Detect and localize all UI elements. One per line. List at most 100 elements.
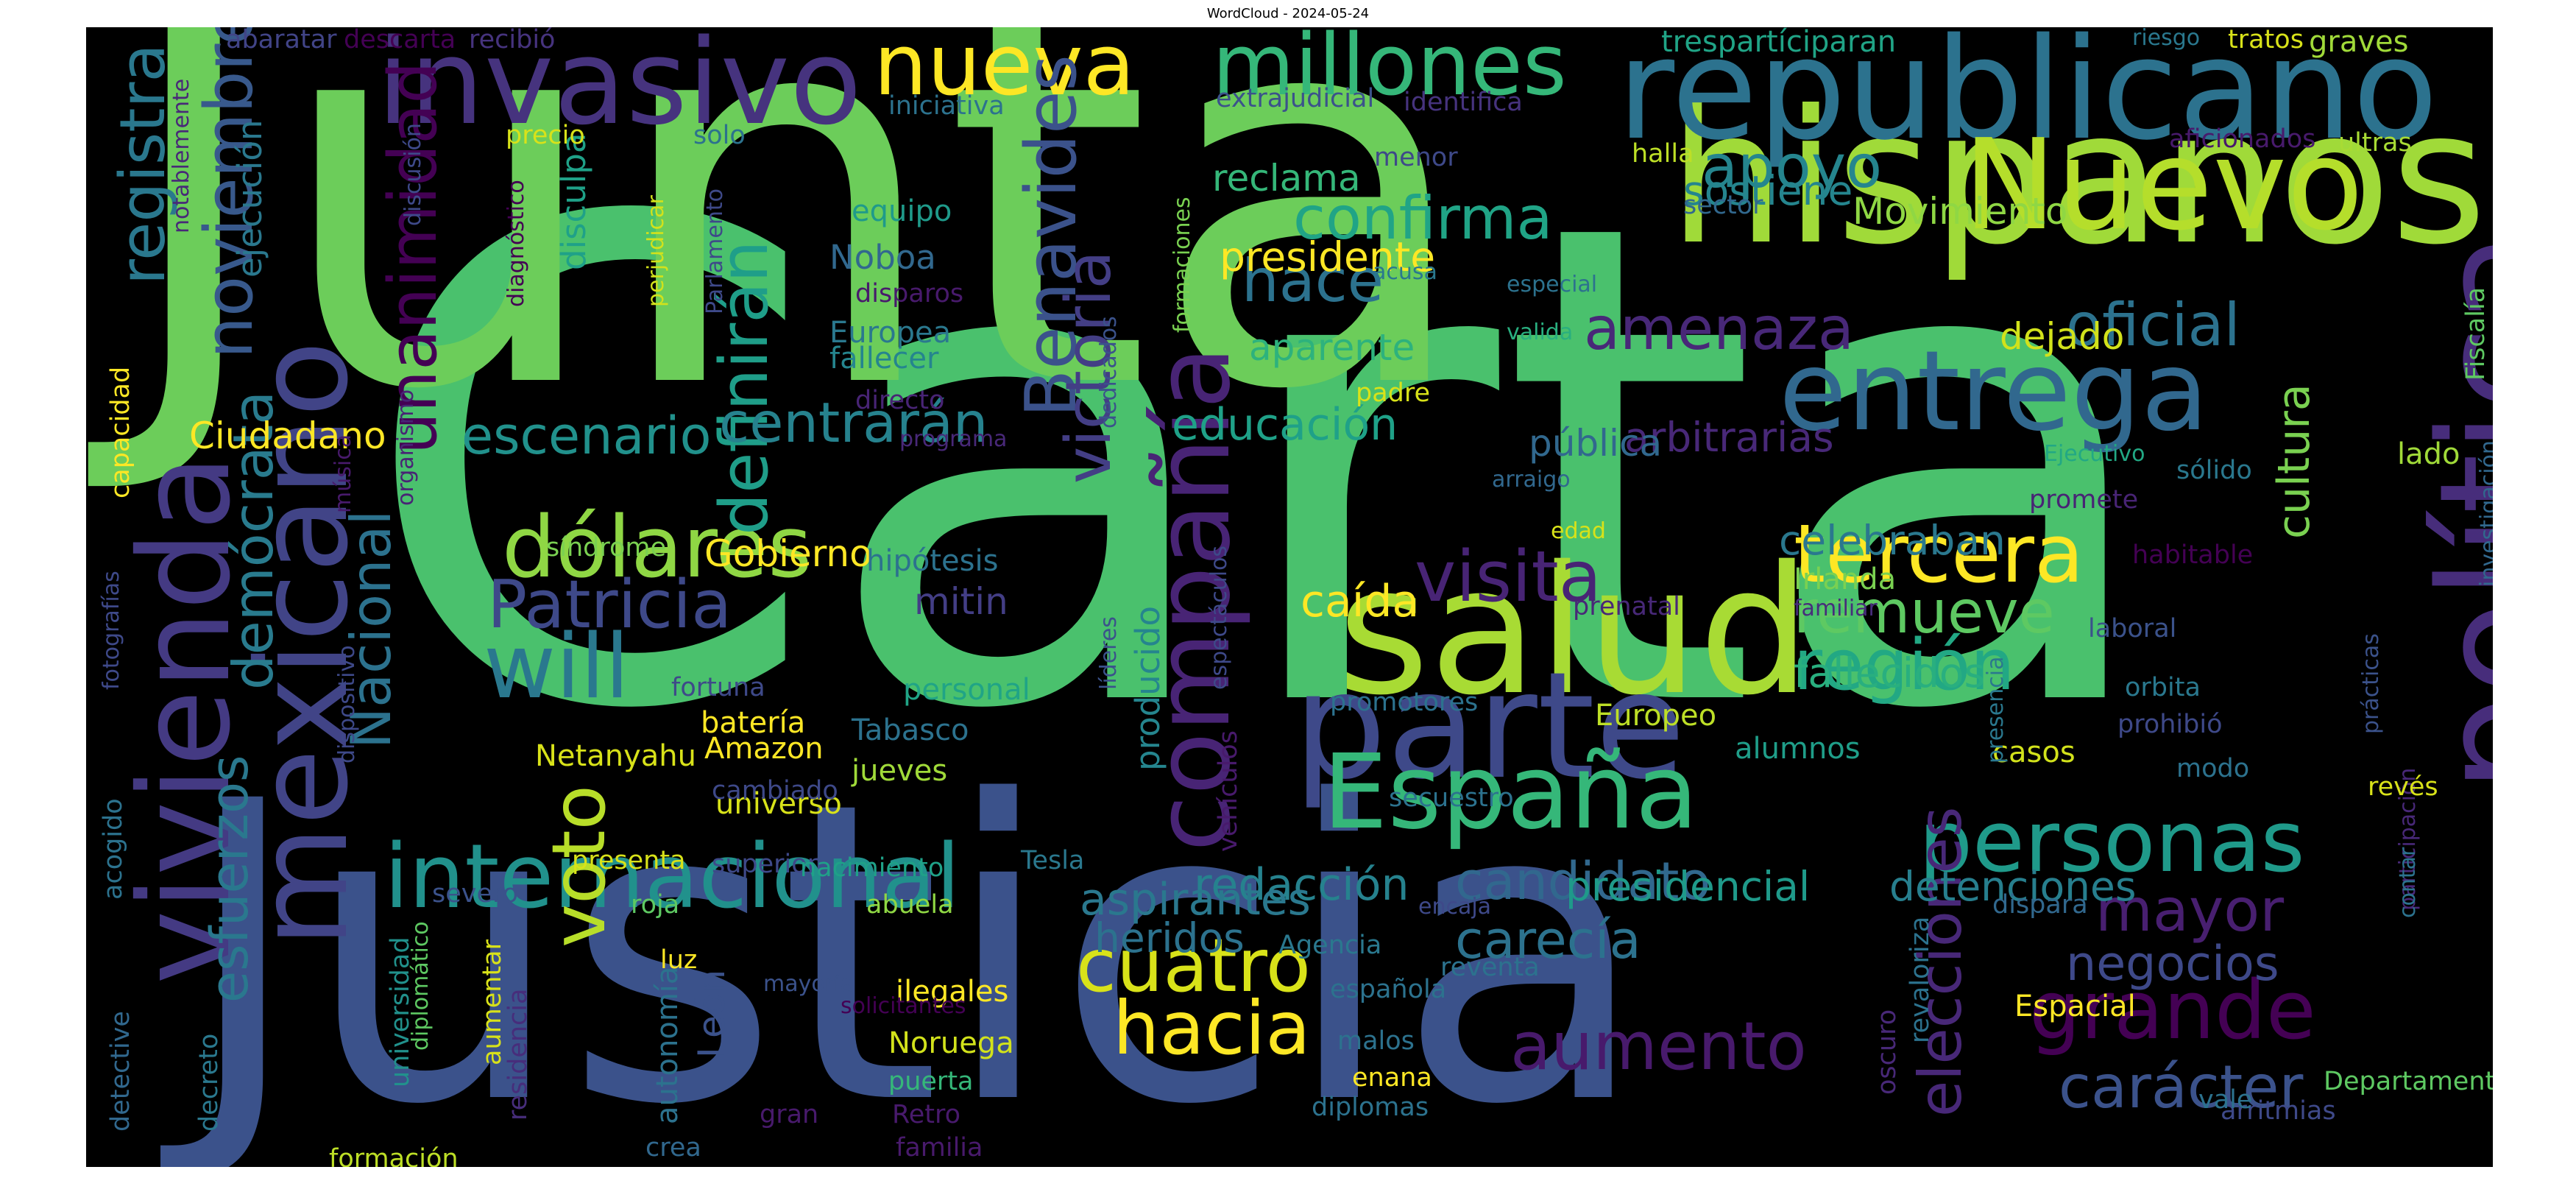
word-solicitantes: solicitantes	[841, 993, 966, 1019]
word-contar: contar	[2395, 847, 2421, 918]
word-espanola: española	[1330, 975, 1447, 1004]
word-tabasco: Tabasco	[852, 713, 969, 747]
word-menor: menor	[1374, 143, 1458, 172]
word-dispara: dispara	[1992, 890, 2088, 920]
word-reves: revés	[2368, 772, 2438, 802]
word-aumento: aumento	[1510, 1008, 1807, 1085]
word-prohibio: prohibió	[2117, 710, 2223, 739]
word-hispanos: hispanos	[1669, 71, 2487, 285]
word-riesgo: riesgo	[2132, 27, 2201, 51]
word-sostiene: sostiene	[1683, 167, 1853, 214]
word-fotografias: fotografías	[99, 571, 124, 690]
word-amazon: Amazon	[704, 732, 824, 766]
word-lideres: líderes	[1096, 616, 1122, 690]
word-millones: millones	[1212, 27, 1567, 115]
word-investigacion: investigación	[2476, 440, 2493, 587]
word-escenario: escenario	[461, 406, 712, 466]
word-cambiado: cambiado	[712, 776, 838, 805]
word-confirma: confirma	[1293, 184, 1553, 253]
word-luz: luz	[660, 945, 698, 975]
word-enana: enana	[1352, 1063, 1432, 1093]
word-cultura: cultura	[2268, 384, 2320, 539]
word-universo: universo	[715, 787, 842, 821]
word-will: will	[484, 616, 630, 719]
word-nacimiento: nacimiento	[800, 853, 944, 883]
word-familia: familia	[896, 1133, 983, 1163]
word-hace: hace	[1242, 247, 1384, 315]
word-directo: directo	[855, 386, 945, 415]
word-alumnos: alumnos	[1735, 732, 1861, 766]
word-departamento: Departamento	[2324, 1067, 2493, 1096]
word-bateria: batería	[701, 706, 806, 740]
word-malos: malos	[1337, 1026, 1415, 1056]
word-notablemente: notablemente	[169, 78, 194, 233]
word-aparente: aparente	[1249, 326, 1415, 369]
word-iniciativa: iniciativa	[888, 91, 1005, 121]
word-mayor: mayor	[2095, 876, 2285, 945]
word-tratos: tratos	[2228, 27, 2304, 54]
word-retro: Retro	[892, 1100, 961, 1129]
word-familiar: familiar	[1794, 596, 1878, 621]
word-equipo: equipo	[852, 194, 952, 228]
word-candidato: candidato	[1455, 851, 1711, 911]
word-practicas: prácticas	[2358, 633, 2384, 734]
word-gobierno: Gobierno	[704, 532, 872, 575]
word-espana: España	[1323, 733, 1699, 853]
word-decreto: decreto	[194, 1033, 224, 1132]
word-mitin: mitin	[914, 580, 1008, 623]
word-encaja: encaja	[1418, 894, 1492, 920]
word-puerta: puerta	[888, 1067, 974, 1096]
word-producido: producido	[1128, 605, 1167, 771]
word-prenatal: prenatal	[1573, 592, 1680, 621]
word-arraigo: arraigo	[1492, 467, 1571, 493]
word-negocios: negocios	[2066, 937, 2279, 992]
word-parlamento: Parlamento	[702, 188, 728, 314]
word-invasivo: invasivo	[377, 27, 862, 151]
word-disparos: disparos	[855, 279, 964, 308]
word-modo: modo	[2176, 754, 2250, 783]
figure-title: WordCloud - 2024-05-24	[1206, 6, 1370, 21]
word-dejado: dejado	[2000, 315, 2125, 358]
word-fallecidos: fallecidos	[1794, 649, 1986, 696]
word-precio: precio	[506, 121, 585, 150]
word-irlanda: Irlanda	[1794, 562, 1897, 596]
word-tresparticiparan: trespartíciparan	[1661, 27, 1897, 59]
word-vale: vale	[2198, 1085, 2253, 1115]
word-detenciones: detenciones	[1889, 863, 2137, 910]
word-personal: personal	[903, 673, 1030, 707]
word-discusion: discusión	[400, 123, 426, 226]
word-ilegales: ilegales	[896, 975, 1009, 1009]
word-caracter: carácter	[2059, 1053, 2304, 1121]
word-aficionados: aficionados	[2169, 124, 2316, 154]
word-halla: halla	[1632, 139, 1694, 169]
word-orbita: orbita	[2125, 673, 2201, 702]
word-organismo: organismo	[393, 389, 419, 506]
word-internacional: internacional	[384, 826, 960, 928]
word-acogido: acogido	[99, 798, 128, 900]
word-presencia: presencia	[1983, 656, 2009, 764]
word-presidente: presidente	[1220, 233, 1436, 281]
word-identifica: identifica	[1404, 88, 1523, 117]
word-justicia: Justicia	[182, 715, 1649, 1167]
word-diagnostico: diagnóstico	[503, 180, 529, 307]
word-superior: superior	[712, 850, 818, 879]
word-apoyo: apoyo	[1702, 133, 1883, 201]
word-hipotesis: hipótesis	[866, 544, 999, 578]
word-jueves: jueves	[852, 754, 948, 788]
word-hacia: hacia	[1113, 985, 1311, 1071]
word-region: región	[1794, 625, 2015, 706]
word-grande: grande	[2029, 963, 2316, 1057]
word-presenta: presenta	[572, 846, 686, 875]
word-ultras: ultras	[2338, 128, 2412, 158]
word-autonomia: autonomía	[651, 966, 684, 1124]
word-solido: sólido	[2176, 456, 2252, 485]
word-recibio: recibió	[469, 27, 556, 54]
word-fiscalia: Fiscalía	[2461, 286, 2491, 381]
word-nueva: nueva	[874, 27, 1136, 115]
word-residencia: residencia	[503, 988, 533, 1121]
word-solo: solo	[693, 121, 746, 150]
word-lado: lado	[2397, 437, 2460, 471]
word-graves: graves	[2309, 27, 2409, 59]
word-leon: León	[690, 969, 733, 1058]
word-oficial: oficial	[2066, 291, 2240, 359]
